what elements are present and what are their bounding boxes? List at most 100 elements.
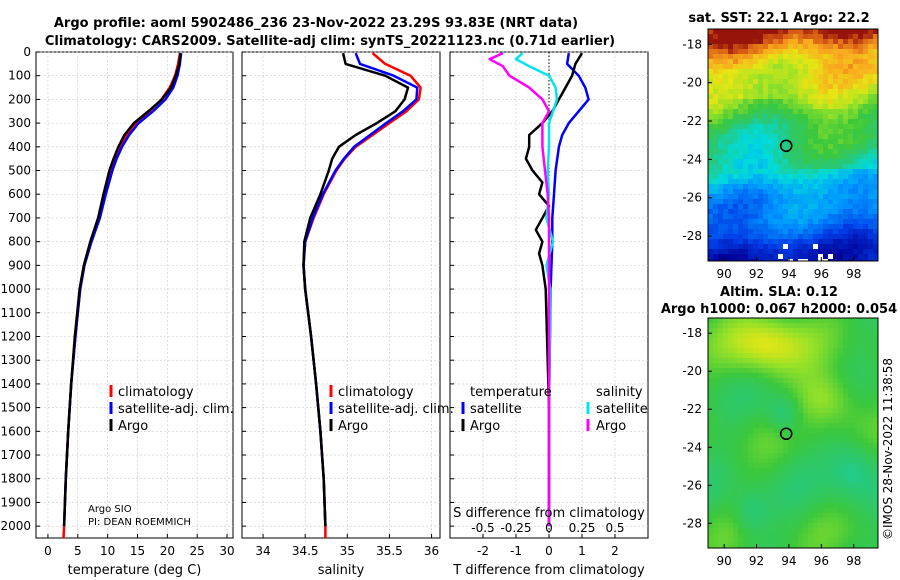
map-cell (768, 184, 774, 190)
map-cell (868, 114, 874, 120)
map-cell (708, 513, 714, 519)
map-cell (838, 423, 844, 429)
map-cell (858, 219, 864, 225)
map-cell (743, 368, 749, 374)
map-cell (723, 199, 729, 205)
map-cell (833, 59, 839, 65)
map-cell (738, 378, 744, 384)
map-cell (803, 144, 809, 150)
map-cell (858, 443, 864, 449)
map-cell (863, 538, 869, 544)
map-cell (743, 64, 749, 70)
map-cell (783, 473, 789, 479)
map-cell (813, 74, 819, 80)
map-cell (808, 373, 814, 379)
map-cell (833, 363, 839, 369)
map-cell (798, 94, 804, 100)
map-cell (803, 483, 809, 489)
map-cell (728, 94, 734, 100)
map-cell (803, 458, 809, 464)
y-tick-label: 1800 (0, 472, 31, 486)
map-cell (763, 249, 769, 255)
map-cell (758, 129, 764, 135)
map-cell (768, 488, 774, 494)
map-cell (873, 358, 878, 364)
map-cell (758, 214, 764, 220)
map-cell (738, 174, 744, 180)
plot-frame (35, 51, 234, 539)
map-cell (738, 413, 744, 419)
map-cell (773, 254, 779, 260)
map-cell (873, 523, 878, 529)
map-cell (723, 488, 729, 494)
map-cell (848, 328, 854, 334)
map-cell (813, 538, 819, 544)
map-cell (828, 443, 834, 449)
map-cell (853, 199, 859, 205)
map-cell (743, 94, 749, 100)
map-cell (863, 149, 869, 155)
map-cell (783, 358, 789, 364)
map-cell (808, 438, 814, 444)
map-cell (738, 229, 744, 235)
map-cell (848, 34, 854, 40)
map-cell (838, 114, 844, 120)
map-cell (758, 338, 764, 344)
map-cell (733, 239, 739, 245)
map-cell (873, 373, 878, 379)
map-cell (813, 144, 819, 150)
map-cell (753, 159, 759, 165)
map-cell (713, 144, 719, 150)
map-cell (863, 523, 869, 529)
map-cell (858, 199, 864, 205)
map-cell (868, 398, 874, 404)
map-cell (818, 174, 824, 180)
map-cell (868, 513, 874, 519)
map-cell (758, 39, 764, 45)
map-cell (808, 244, 814, 250)
map-cell (753, 209, 759, 215)
map-cell (823, 543, 829, 548)
map-cell (783, 214, 789, 220)
map-cell (788, 373, 794, 379)
map-cell (798, 239, 804, 245)
map-cell (773, 538, 779, 544)
map-cell (853, 194, 859, 200)
map-cell (873, 69, 878, 75)
map-cell (738, 159, 744, 165)
map-cell (833, 493, 839, 499)
map-cell (783, 498, 789, 504)
map-cell (828, 114, 834, 120)
map-cell (718, 393, 724, 399)
map-cell (798, 189, 804, 195)
map-cell (788, 478, 794, 484)
map-cell (873, 468, 878, 474)
map-cell (773, 59, 779, 65)
map-cell (853, 49, 859, 55)
map-cell (783, 533, 789, 539)
map-cell (773, 69, 779, 75)
map-cell (823, 538, 829, 544)
map-cell (833, 119, 839, 125)
map-cell (768, 69, 774, 75)
series-sal-argo (488, 52, 551, 527)
map-cell (863, 169, 869, 175)
map-cell (818, 518, 824, 524)
map-cell (868, 343, 874, 349)
map-cell (728, 348, 734, 354)
map-cell (858, 94, 864, 100)
map-cell (778, 149, 784, 155)
map-cell (838, 318, 844, 324)
map-cell (718, 244, 724, 250)
map-cell (758, 99, 764, 105)
map-cell (708, 224, 714, 230)
map-cell (743, 498, 749, 504)
map-cell (858, 513, 864, 519)
map-cell (728, 214, 734, 220)
map-cell (868, 478, 874, 484)
map-cell (798, 89, 804, 95)
map-cell (753, 174, 759, 180)
map-cell (833, 259, 839, 261)
map-cell (763, 363, 769, 369)
map-cell (868, 318, 874, 324)
